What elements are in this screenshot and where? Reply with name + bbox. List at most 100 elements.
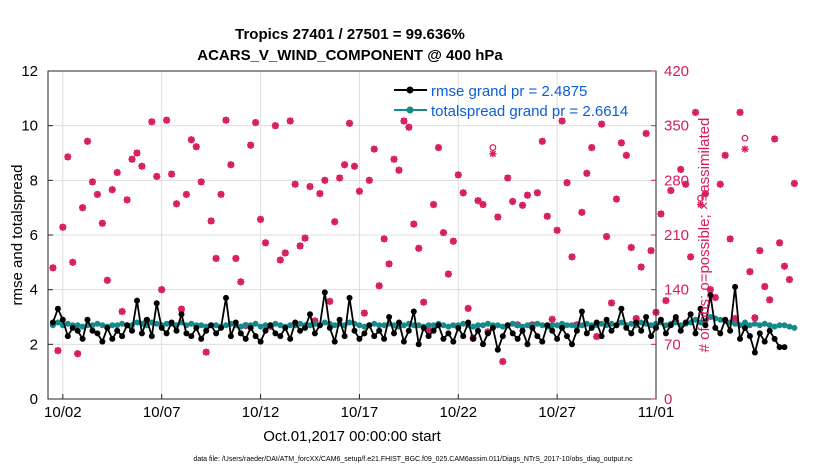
totalspread-point bbox=[198, 322, 205, 329]
rmse-point bbox=[440, 335, 447, 342]
obs-assimilated-point bbox=[726, 235, 734, 243]
rmse-point bbox=[203, 327, 210, 334]
obs-assimilated-point bbox=[405, 123, 413, 131]
totalspread-point bbox=[534, 320, 541, 327]
rmse-point bbox=[524, 341, 531, 348]
series-lines bbox=[49, 283, 798, 356]
totalspread-point bbox=[756, 322, 763, 329]
totalspread-point bbox=[554, 322, 561, 329]
obs-assimilated-point bbox=[286, 117, 294, 125]
totalspread-point bbox=[262, 322, 269, 329]
rmse-point bbox=[410, 308, 417, 315]
totalspread-point bbox=[400, 322, 407, 329]
obs-assimilated-point bbox=[227, 161, 235, 169]
rmse-point bbox=[257, 338, 264, 345]
rmse-point bbox=[109, 335, 116, 342]
obs-assimilated-point bbox=[291, 180, 299, 188]
rmse-point bbox=[623, 324, 630, 331]
rmse-point bbox=[494, 346, 501, 353]
obs-assimilated-point bbox=[360, 309, 368, 317]
rmse-point bbox=[583, 330, 590, 337]
obs-assimilated-point bbox=[410, 220, 418, 228]
rmse-point bbox=[124, 322, 131, 329]
legend-rmse-marker bbox=[406, 86, 414, 94]
totalspread-point bbox=[514, 322, 521, 329]
obs-assimilated-point bbox=[153, 172, 161, 181]
rmse-point bbox=[539, 338, 546, 345]
obs-assimilated-point bbox=[390, 155, 398, 163]
rmse-point bbox=[633, 319, 640, 326]
obs-assimilated-point bbox=[182, 190, 191, 198]
rmse-point bbox=[74, 327, 81, 334]
obs-assimilated-point bbox=[148, 118, 156, 126]
obs-assimilated-point bbox=[355, 187, 364, 195]
obs-assimilated-point bbox=[494, 213, 502, 221]
totalspread-point bbox=[559, 320, 566, 327]
obs-assimilated-point bbox=[642, 129, 650, 138]
obs-assimilated-point bbox=[662, 297, 670, 305]
chart-subtitle: ACARS_V_WIND_COMPONENT @ 400 hPa bbox=[197, 47, 503, 64]
rmse-point bbox=[59, 316, 66, 323]
rmse-point bbox=[148, 333, 155, 340]
rmse-point bbox=[643, 314, 650, 320]
rmse-point bbox=[49, 319, 56, 326]
totalspread-point bbox=[484, 320, 491, 327]
obs-assimilated-point bbox=[474, 197, 482, 205]
totalspread-point bbox=[766, 322, 773, 329]
y-tick-label: 2 bbox=[30, 336, 38, 353]
rmse-point bbox=[677, 327, 684, 334]
obs-assimilated-point bbox=[93, 190, 102, 198]
rmse-point bbox=[420, 324, 427, 331]
obs-assimilated-point bbox=[276, 256, 284, 264]
totalspread-point bbox=[356, 322, 363, 329]
obs-assimilated-point bbox=[380, 235, 388, 243]
rmse-point bbox=[129, 327, 135, 334]
rmse-point bbox=[529, 324, 536, 331]
totalspread-point bbox=[287, 322, 294, 329]
totalspread-point bbox=[242, 322, 249, 329]
rmse-point bbox=[776, 344, 783, 351]
totalspread-point bbox=[277, 322, 284, 329]
totalspread-point bbox=[480, 322, 486, 329]
obs-assimilated-point bbox=[247, 141, 255, 149]
obs-assimilated-point bbox=[741, 145, 749, 153]
totalspread-point bbox=[524, 322, 531, 329]
totalspread-point bbox=[376, 322, 383, 329]
rmse-point bbox=[356, 335, 363, 342]
rmse-point bbox=[549, 327, 556, 334]
obs-assimilated-point bbox=[790, 179, 799, 188]
y2-axis-label: # of obs: o=possible; ×=assimilated bbox=[696, 118, 713, 353]
totalspread-point bbox=[153, 320, 160, 327]
obs-assimilated-point bbox=[756, 247, 764, 255]
totalspread-point bbox=[99, 322, 106, 329]
totalspread-point bbox=[381, 322, 388, 329]
footer-data-file: data file: /Users/raeder/DAI/ATM_forcXX/… bbox=[193, 456, 633, 463]
obs-assimilated-point bbox=[385, 260, 393, 268]
rmse-point bbox=[475, 327, 481, 334]
obs-assimilated-point bbox=[761, 282, 769, 291]
rmse-point bbox=[603, 316, 610, 323]
obs-assimilated-point bbox=[237, 278, 245, 286]
obs-assimilated-point bbox=[103, 276, 111, 284]
rmse-point bbox=[638, 327, 645, 334]
rmse-point bbox=[559, 324, 566, 331]
totalspread-point bbox=[425, 322, 432, 329]
obs-assimilated-point bbox=[202, 348, 210, 356]
obs-assimilated-point bbox=[212, 254, 220, 263]
obs-assimilated-point bbox=[622, 151, 630, 159]
rmse-point bbox=[69, 324, 76, 331]
rmse-point bbox=[405, 327, 412, 334]
rmse-point bbox=[331, 338, 338, 345]
obs-assimilated-point bbox=[74, 350, 82, 358]
rmse-point bbox=[435, 322, 442, 329]
rmse-point bbox=[702, 322, 709, 329]
rmse-point bbox=[509, 330, 516, 337]
obs-markers bbox=[49, 108, 799, 366]
rmse-point bbox=[430, 327, 437, 334]
totalspread-point bbox=[346, 319, 353, 326]
rmse-point bbox=[321, 289, 328, 296]
x-tick-label: 10/27 bbox=[538, 404, 576, 421]
rmse-point bbox=[608, 327, 615, 334]
rmse-point bbox=[415, 341, 422, 348]
